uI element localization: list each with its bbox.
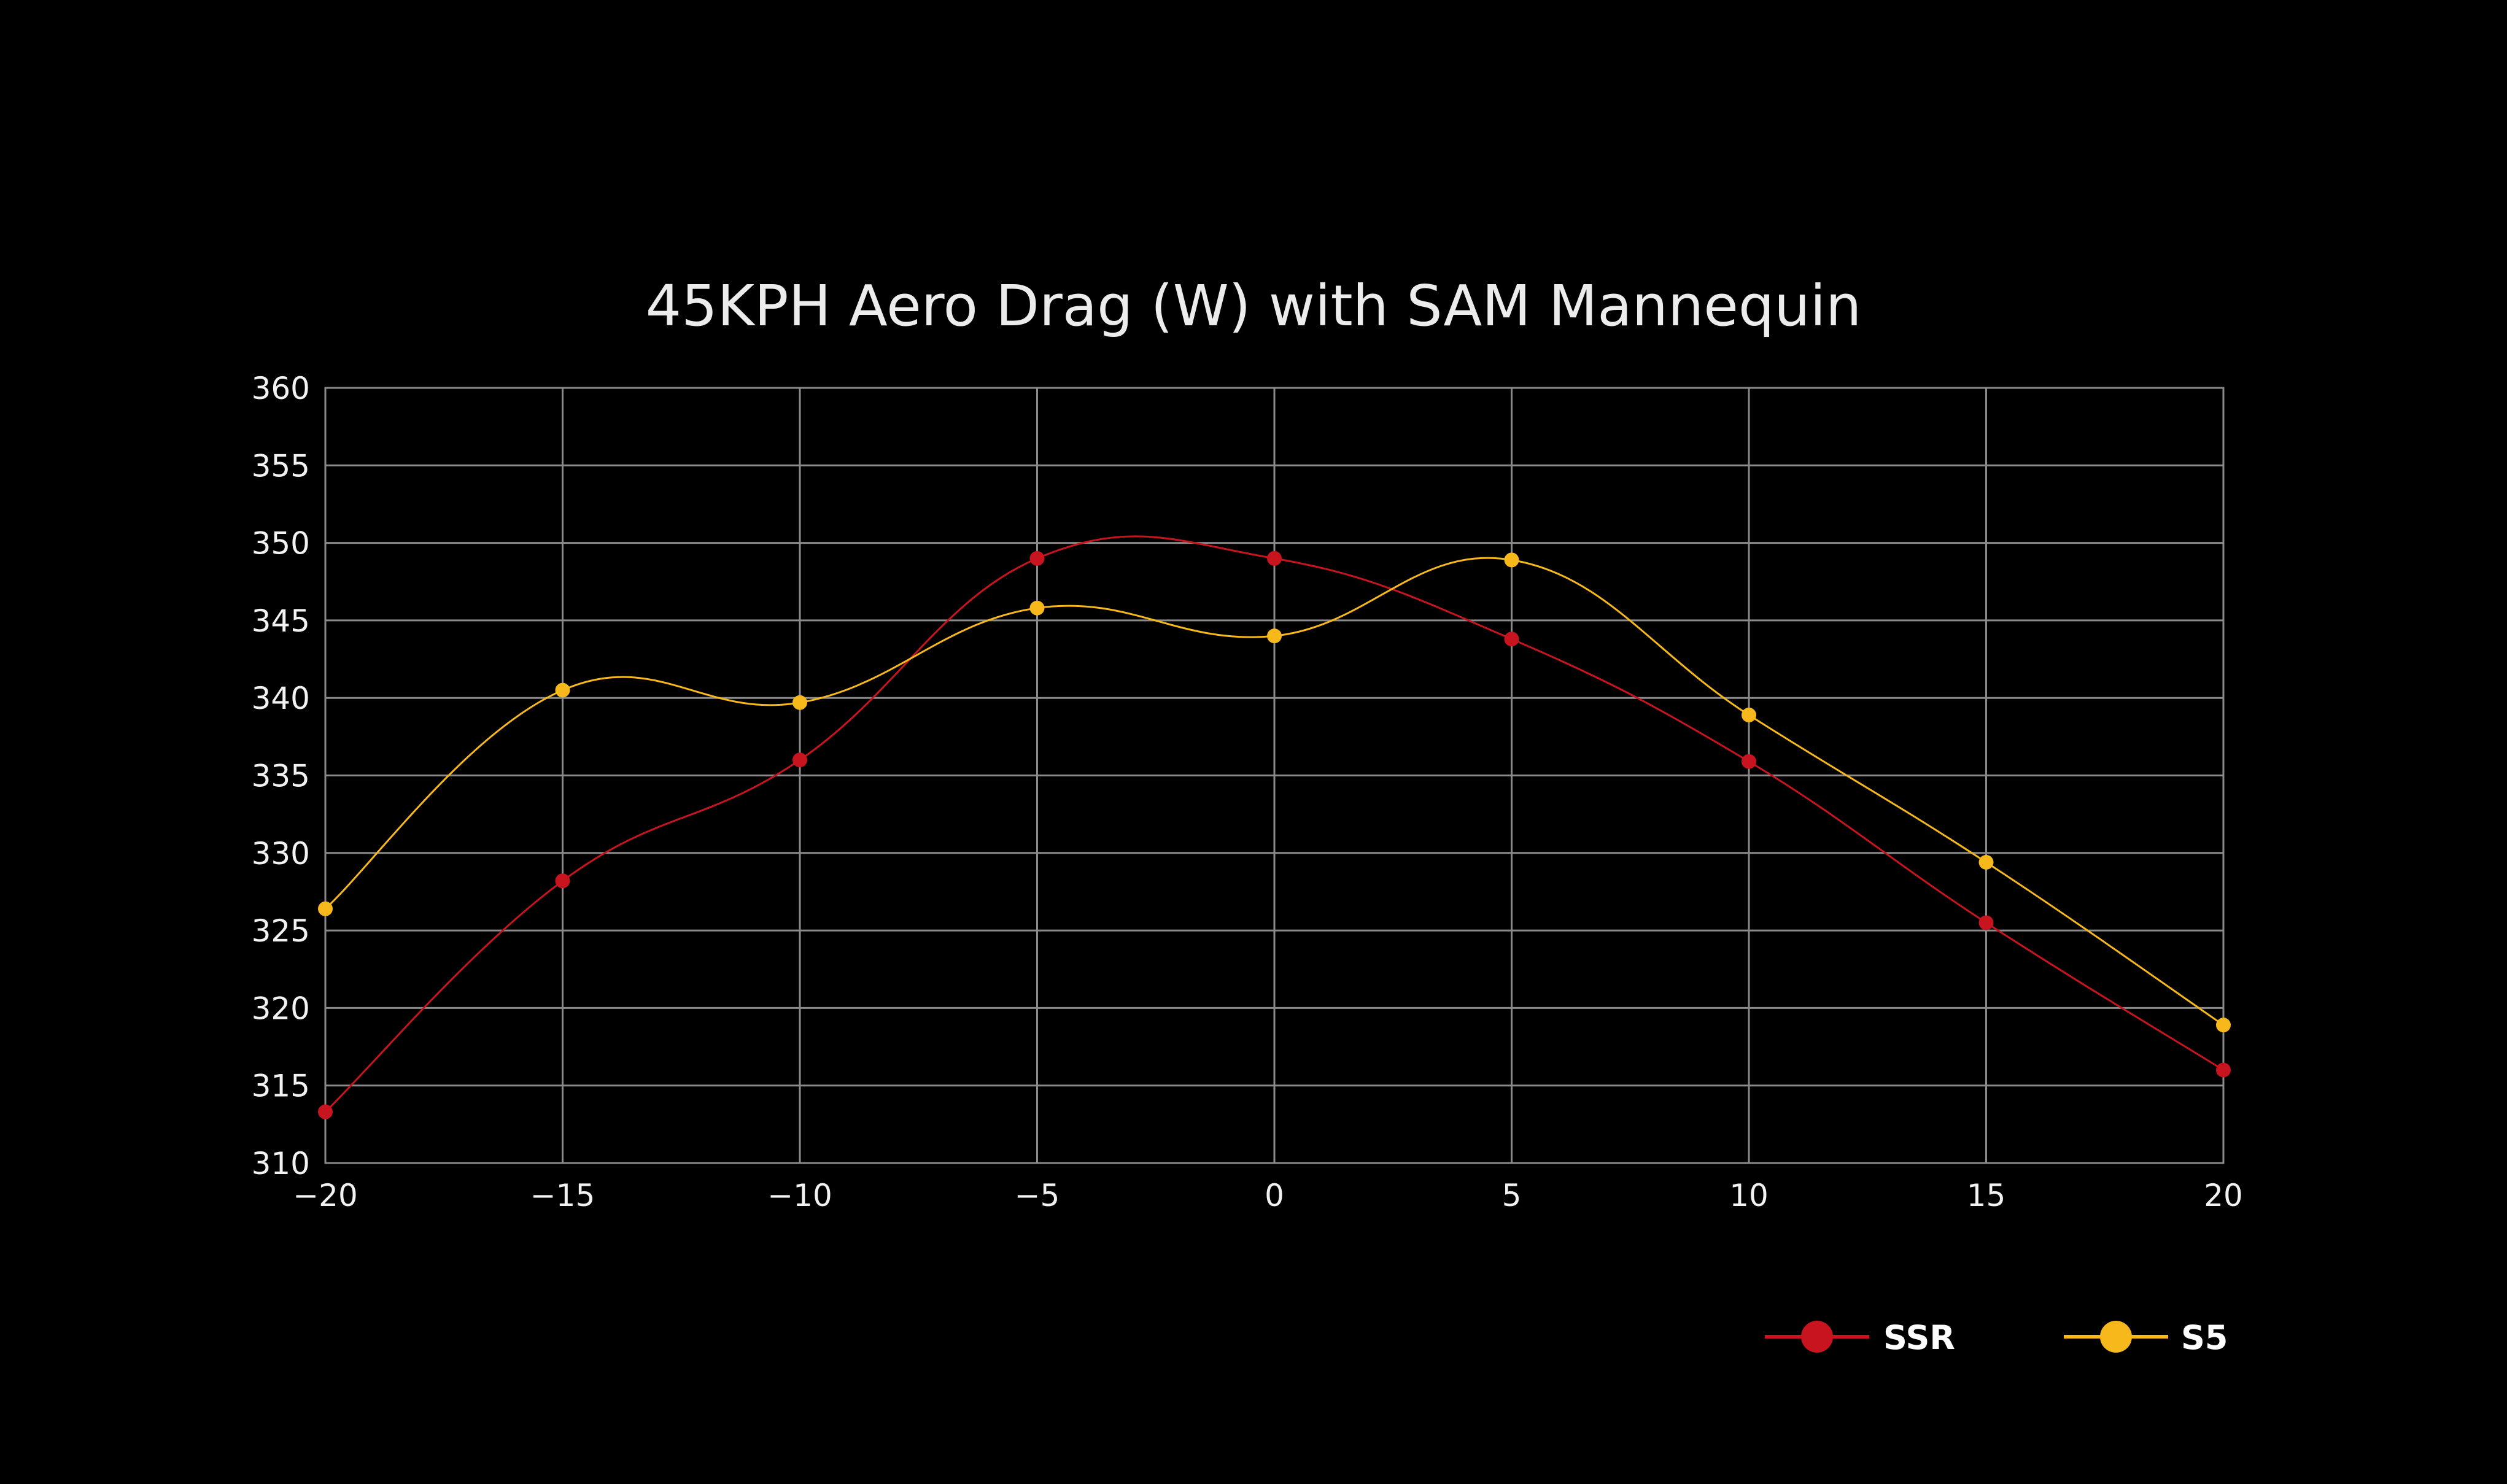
- legend[interactable]: SSR S5: [1765, 1318, 2228, 1357]
- y-tick-label: 320: [252, 991, 310, 1026]
- x-tick-label: 15: [1967, 1178, 2006, 1213]
- legend-marker-s5: [2100, 1321, 2132, 1353]
- series-lines: [318, 535, 2231, 1119]
- chart-title: 45KPH Aero Drag (W) with SAM Mannequin: [646, 273, 1862, 339]
- y-tick-label: 310: [252, 1146, 310, 1181]
- x-tick-label: 0: [1265, 1178, 1284, 1213]
- series-ssr: [318, 535, 2231, 1119]
- series-line-ssr: [324, 535, 2224, 1113]
- series-s5: [318, 552, 2231, 1033]
- data-point-ssr[interactable]: [792, 752, 807, 768]
- data-point-ssr[interactable]: [318, 1104, 333, 1119]
- data-point-s5[interactable]: [1267, 628, 1282, 644]
- data-point-ssr[interactable]: [1978, 915, 1994, 930]
- data-point-ssr[interactable]: [1267, 551, 1282, 566]
- y-tick-label: 315: [252, 1069, 310, 1104]
- data-point-ssr[interactable]: [1742, 754, 1756, 769]
- y-tick-label: 350: [252, 526, 310, 562]
- y-axis-tick-labels: 310 315 320 325 330 335 340 345 350 355 360: [252, 371, 310, 1181]
- y-tick-label: 325: [252, 913, 310, 949]
- x-tick-label: −15: [530, 1178, 595, 1213]
- data-point-s5[interactable]: [1742, 707, 1756, 722]
- data-point-s5[interactable]: [792, 695, 807, 710]
- data-point-s5[interactable]: [555, 682, 570, 698]
- data-point-s5[interactable]: [1978, 854, 1994, 870]
- y-tick-label: 330: [252, 836, 310, 871]
- x-tick-label: −5: [1015, 1178, 1060, 1213]
- x-tick-label: 5: [1502, 1178, 1522, 1213]
- x-tick-label: 10: [1729, 1178, 1769, 1213]
- y-tick-label: 360: [252, 371, 310, 406]
- data-point-ssr[interactable]: [555, 873, 570, 889]
- y-tick-label: 335: [252, 759, 310, 794]
- legend-label-ssr: SSR: [1883, 1318, 1955, 1357]
- legend-label-s5: S5: [2181, 1318, 2228, 1357]
- y-tick-label: 345: [252, 603, 310, 639]
- x-tick-label: −20: [293, 1178, 358, 1213]
- data-point-s5[interactable]: [2216, 1018, 2231, 1033]
- data-point-ssr[interactable]: [1029, 551, 1045, 566]
- legend-marker-ssr: [1801, 1321, 1833, 1353]
- data-point-ssr[interactable]: [2216, 1062, 2231, 1078]
- legend-item-s5[interactable]: S5: [2064, 1318, 2228, 1357]
- x-tick-label: −10: [767, 1178, 832, 1213]
- data-point-s5[interactable]: [318, 901, 333, 916]
- x-axis-tick-labels: −20 −15 −10 −5 0 5 10 15 20: [293, 1178, 2243, 1213]
- y-tick-label: 340: [252, 681, 310, 716]
- x-tick-label: 20: [2204, 1178, 2243, 1213]
- data-point-ssr[interactable]: [1504, 632, 1519, 647]
- grid: [324, 387, 2225, 1164]
- y-tick-label: 355: [252, 448, 310, 484]
- legend-item-ssr[interactable]: SSR: [1765, 1318, 1955, 1357]
- plot-area-border: [324, 387, 2225, 1164]
- data-point-s5[interactable]: [1504, 552, 1519, 568]
- data-point-s5[interactable]: [1029, 600, 1045, 616]
